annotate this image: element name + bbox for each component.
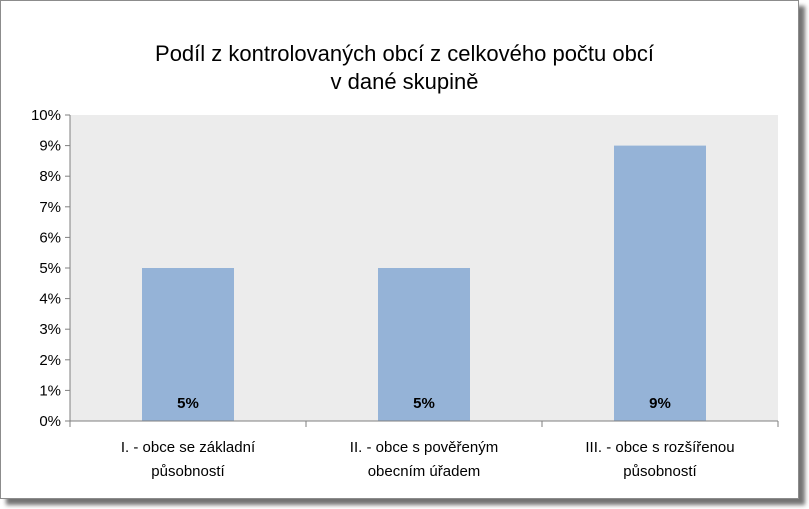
y-tick-label: 1% <box>39 382 61 399</box>
x-category-label-line: obecním úřadem <box>367 463 481 480</box>
bar <box>142 268 234 421</box>
x-category-label-line: působností <box>151 463 225 480</box>
bar <box>378 268 470 421</box>
x-category-label-line: III. - obce s rozšířenou <box>585 439 735 456</box>
x-category-label-line: I. - obce se základní <box>120 439 256 456</box>
x-category-label: III. - obce s rozšířenou působností <box>560 436 760 484</box>
data-label: 9% <box>649 395 671 412</box>
chart-title-line-2: v dané skupině <box>330 69 479 94</box>
y-tick-label: 6% <box>39 229 61 246</box>
chart-title: Podíl z kontrolovaných obcí z celkového … <box>0 40 809 96</box>
y-tick-label: 5% <box>39 260 61 277</box>
y-tick-label: 2% <box>39 352 61 369</box>
x-category-label-line: II. - obce s pověřeným <box>349 439 499 456</box>
y-tick-label: 9% <box>39 138 61 155</box>
y-tick-label: 3% <box>39 321 61 338</box>
bar <box>614 145 706 421</box>
chart-title-line-1: Podíl z kontrolovaných obcí z celkového … <box>155 41 654 66</box>
data-label: 5% <box>177 395 199 412</box>
y-tick-label: 7% <box>39 199 61 216</box>
x-category-label-line: působností <box>623 463 697 480</box>
x-category-label: I. - obce se základní působností <box>88 436 288 484</box>
y-tick-label: 4% <box>39 291 61 308</box>
data-label: 5% <box>413 395 435 412</box>
y-tick-label: 0% <box>39 413 61 430</box>
x-category-label: II. - obce s pověřeným obecním úřadem <box>324 436 524 484</box>
y-tick-label: 8% <box>39 168 61 185</box>
y-tick-label: 10% <box>31 107 61 124</box>
